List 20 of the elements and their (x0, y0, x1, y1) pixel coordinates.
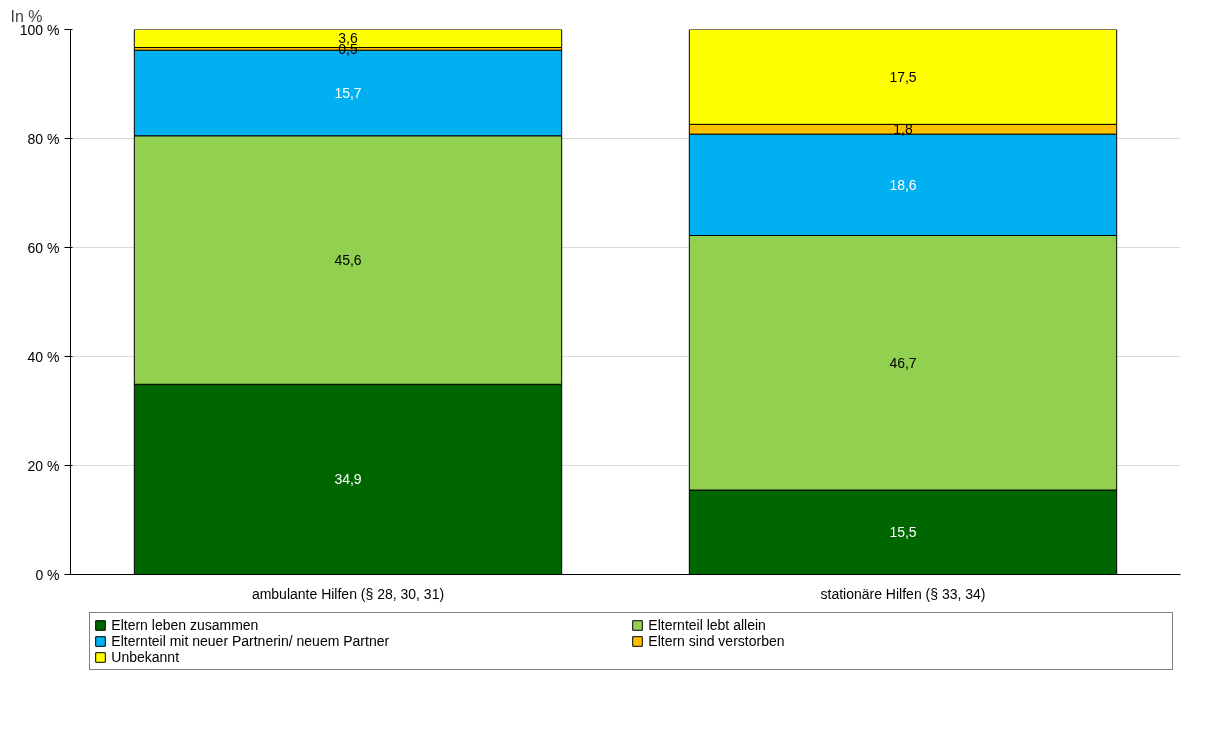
y-tick-label: 60 % (27, 239, 60, 256)
data-label: 18,6 (889, 176, 917, 193)
y-tick-label: 0 % (35, 566, 60, 583)
y-tick-label: 40 % (27, 348, 60, 365)
data-label: 1,8 (893, 121, 913, 138)
legend-label: Eltern sind verstorben (648, 633, 786, 649)
data-label: 17,5 (889, 68, 917, 85)
data-label: 45,6 (334, 252, 362, 269)
legend-label: Elternteil lebt allein (648, 617, 767, 633)
x-tick-label: ambulante Hilfen (§ 28, 30, 31) (251, 585, 445, 602)
x-tick-label: stationäre Hilfen (§ 33, 34) (820, 585, 986, 602)
data-label: 15,7 (334, 84, 362, 101)
legend-label: Elternteil mit neuer Partnerin/ neuem Partner (111, 633, 391, 649)
legend-label: Eltern leben zusammen (111, 617, 260, 633)
data-label: 34,9 (334, 471, 362, 488)
y-tick-label: 80 % (27, 130, 60, 147)
legend-label: Unbekannt (111, 649, 181, 665)
data-label: 15,5 (889, 524, 917, 541)
y-tick-label: 20 % (27, 457, 60, 474)
data-label: 46,7 (889, 354, 917, 371)
